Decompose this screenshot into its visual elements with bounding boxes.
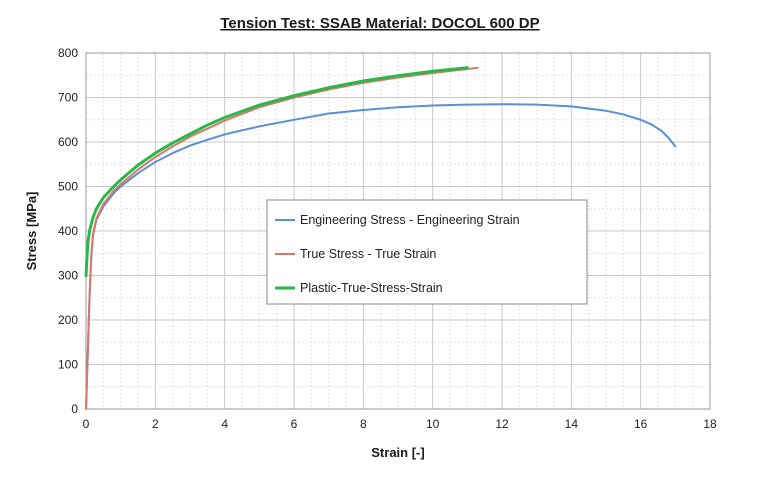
x-tick-label: 16: [634, 417, 648, 431]
x-tick-label: 14: [565, 417, 579, 431]
y-tick-label: 600: [58, 135, 78, 149]
x-axis-label: Strain [-]: [371, 445, 424, 460]
x-tick-label: 2: [152, 417, 159, 431]
legend: Engineering Stress - Engineering Strain T…: [266, 199, 588, 305]
legend-box: [266, 199, 588, 305]
y-tick-label: 0: [71, 402, 78, 416]
chart-title: Tension Test: SSAB Material: DOCOL 600 D…: [220, 15, 539, 32]
series-line: [85, 66, 479, 410]
axis-ticks: 0 2 4 6 8 10 12 14 16 18 0 100 200 300 400 500 600 700 800: [58, 46, 717, 431]
x-tick-label: 4: [221, 417, 228, 431]
x-tick-label: 12: [495, 417, 509, 431]
legend-entry: Engineering Stress - Engineering Strain: [300, 213, 520, 227]
plot-area: [85, 52, 711, 410]
y-tick-label: 800: [58, 46, 78, 60]
series-lines: [84, 66, 677, 410]
y-tick-label: 100: [58, 358, 78, 372]
y-axis-label: Stress [MPa]: [24, 192, 39, 271]
y-tick-label: 200: [58, 313, 78, 327]
legend-entry: True Stress - True Strain: [300, 247, 436, 261]
x-tick-label: 10: [426, 417, 440, 431]
y-tick-label: 500: [58, 180, 78, 194]
x-tick-label: 6: [291, 417, 298, 431]
legend-entry: Plastic-True-Stress-Strain: [300, 281, 443, 295]
y-tick-label: 700: [58, 91, 78, 105]
x-tick-label: 8: [360, 417, 367, 431]
x-tick-label: 0: [83, 417, 90, 431]
y-tick-label: 300: [58, 269, 78, 283]
y-tick-label: 400: [58, 224, 78, 238]
series-line: [84, 66, 469, 277]
x-tick-label: 18: [703, 417, 717, 431]
